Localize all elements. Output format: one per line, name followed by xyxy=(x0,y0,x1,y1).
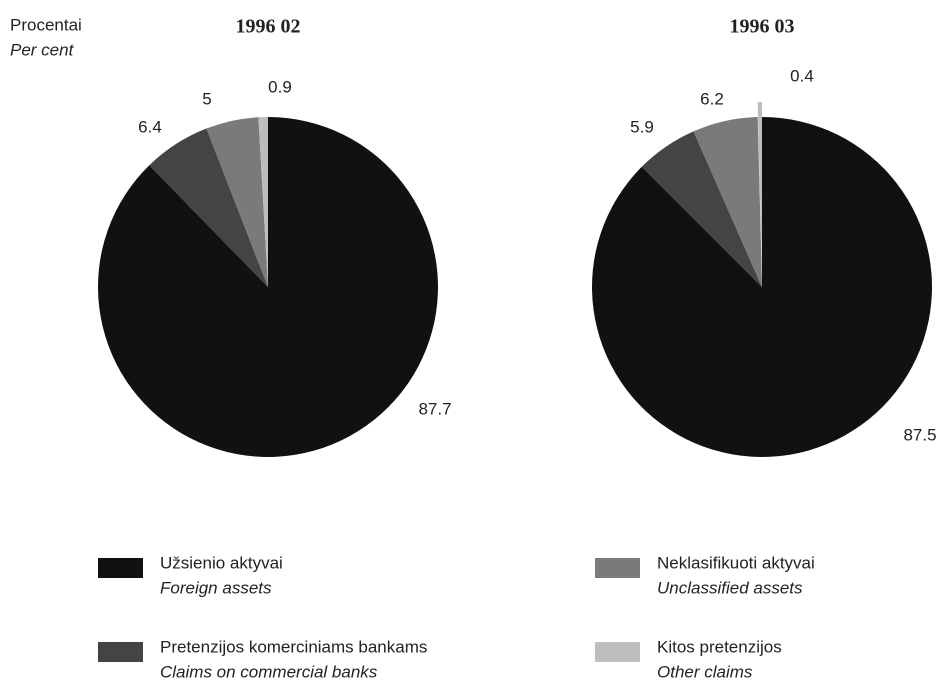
legend-label: Neklasifikuoti aktyvai xyxy=(657,553,815,572)
pie-slice xyxy=(206,117,268,288)
data-label: 5 xyxy=(202,89,211,108)
data-label: 5.9 xyxy=(630,117,654,136)
legend-label-en: Foreign assets xyxy=(160,578,272,597)
data-label: 0.4 xyxy=(790,66,814,85)
data-label: 6.2 xyxy=(700,89,724,108)
legend-swatch xyxy=(98,642,143,662)
legend-label: Pretenzijos komerciniams bankams xyxy=(160,637,427,656)
legend-swatch xyxy=(595,642,640,662)
legend-swatch xyxy=(98,558,143,578)
data-label: 87.7 xyxy=(418,399,451,418)
data-label: 6.4 xyxy=(138,117,162,136)
pie-slice xyxy=(149,128,268,287)
pie-slice xyxy=(693,117,762,288)
legend-swatch xyxy=(595,558,640,578)
chart-title: 1996 03 xyxy=(730,16,795,38)
legend-label: Užsienio aktyvai xyxy=(160,553,283,572)
legend-label-en: Claims on commercial banks xyxy=(160,662,378,681)
pie-slice xyxy=(641,131,762,287)
y-label-en: Per cent xyxy=(10,40,75,59)
pie-slice xyxy=(757,102,762,273)
legend-label-en: Unclassified assets xyxy=(657,578,803,597)
chart-title: 1996 02 xyxy=(236,16,301,38)
legend-label: Kitos pretenzijos xyxy=(657,637,782,656)
pie-slice xyxy=(258,117,268,287)
data-label: 0.9 xyxy=(268,77,292,96)
legend-label-en: Other claims xyxy=(657,662,753,681)
data-label: 87.5 xyxy=(903,425,936,444)
y-label: Procentai xyxy=(10,15,82,34)
